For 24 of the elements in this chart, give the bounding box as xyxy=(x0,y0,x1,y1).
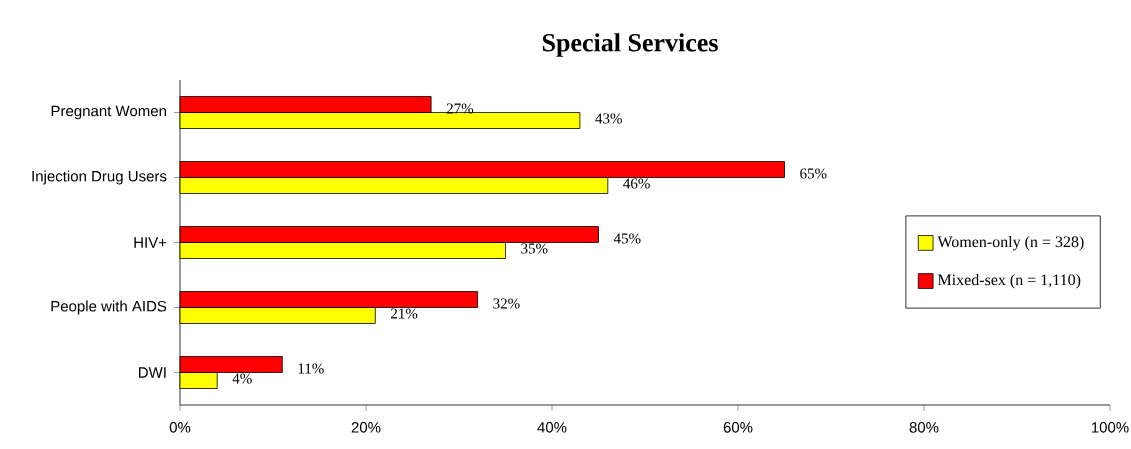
legend-label: Women-only (n = 328) xyxy=(937,235,1084,251)
x-tick-label: 60% xyxy=(723,422,753,433)
x-tick-label: 40% xyxy=(537,422,567,433)
data-label: 11% xyxy=(298,363,324,374)
data-label: 46% xyxy=(623,178,650,189)
y-tick-label: HIV+ xyxy=(134,237,167,248)
chart-title: Special Services xyxy=(542,33,718,57)
data-label: 21% xyxy=(391,308,418,319)
y-tick-label: People with AIDS xyxy=(51,300,167,315)
data-label: 35% xyxy=(521,243,548,254)
x-tick-label: 0% xyxy=(169,422,191,433)
x-tick-label: 80% xyxy=(909,422,939,433)
x-tick-label: 100% xyxy=(1091,422,1129,433)
y-tick-label: DWI xyxy=(139,367,166,378)
data-label: 45% xyxy=(613,233,641,244)
y-tick-label: Pregnant Women xyxy=(51,105,166,120)
data-label: 4% xyxy=(232,373,252,384)
data-label: 65% xyxy=(800,168,827,179)
data-label: 32% xyxy=(493,298,520,309)
x-tick-label: 20% xyxy=(351,422,381,433)
data-label: 43% xyxy=(595,113,622,124)
legend-label: Mixed-sex (n = 1,110) xyxy=(937,273,1081,289)
y-tick-label: Injection Drug Users xyxy=(32,170,167,185)
data-label: 27% xyxy=(446,103,474,114)
